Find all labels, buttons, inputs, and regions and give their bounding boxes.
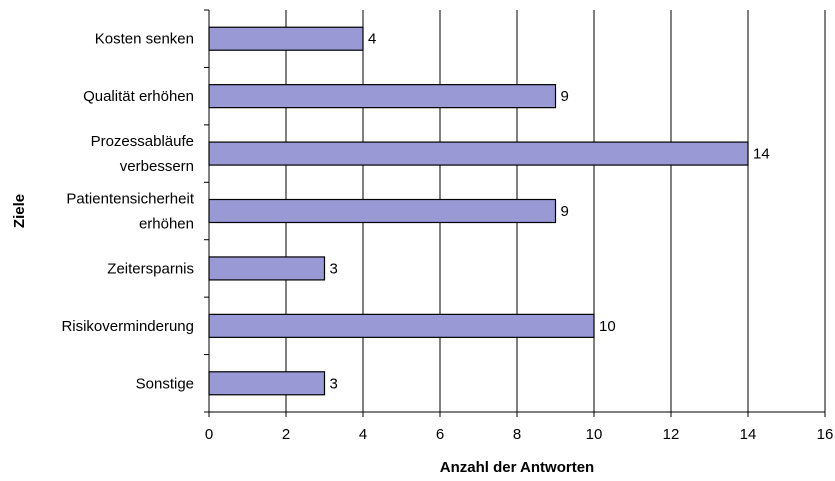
category-label: verbessern xyxy=(120,158,194,175)
bar-value-label: 4 xyxy=(368,31,376,48)
x-tick-label: 16 xyxy=(817,426,834,443)
bar-value-label: 9 xyxy=(561,88,569,105)
labels: 0 2 4 6 8 10 12 14 16 4 Kosten senken 9 Qualität erh… xyxy=(61,31,833,443)
bar xyxy=(208,256,326,281)
x-tick-label: 4 xyxy=(359,426,367,443)
bars xyxy=(208,26,749,396)
category-label: Zeitersparnis xyxy=(107,260,194,277)
bar xyxy=(208,141,749,166)
x-tick-label: 0 xyxy=(205,426,213,443)
x-tick-label: 2 xyxy=(282,426,290,443)
category-label: Kosten senken xyxy=(95,31,194,48)
category-label: Patientensicherheit xyxy=(66,191,194,208)
bar xyxy=(208,26,364,51)
x-tick-label: 6 xyxy=(436,426,444,443)
bar-value-label: 10 xyxy=(599,318,616,335)
bar xyxy=(208,313,595,338)
y-axis-title: Ziele xyxy=(11,194,28,228)
bar-value-label: 14 xyxy=(753,146,770,163)
x-tick-label: 12 xyxy=(663,426,680,443)
bar xyxy=(208,371,326,396)
category-label: Qualität erhöhen xyxy=(83,88,194,105)
bar-value-label: 3 xyxy=(330,375,338,392)
axes xyxy=(204,9,826,417)
x-tick-label: 14 xyxy=(740,426,757,443)
category-label: erhöhen xyxy=(139,216,194,233)
category-label: Sonstige xyxy=(136,375,194,392)
bar-value-label: 3 xyxy=(330,260,338,277)
bar-value-label: 9 xyxy=(561,203,569,220)
category-label: Risikoverminderung xyxy=(61,318,194,335)
bar xyxy=(208,84,557,109)
category-label: Prozessabläufe xyxy=(91,133,194,150)
x-tick-label: 8 xyxy=(513,426,521,443)
x-tick-label: 10 xyxy=(586,426,603,443)
bar xyxy=(208,198,557,224)
x-axis-title: Anzahl der Antworten xyxy=(440,459,594,476)
